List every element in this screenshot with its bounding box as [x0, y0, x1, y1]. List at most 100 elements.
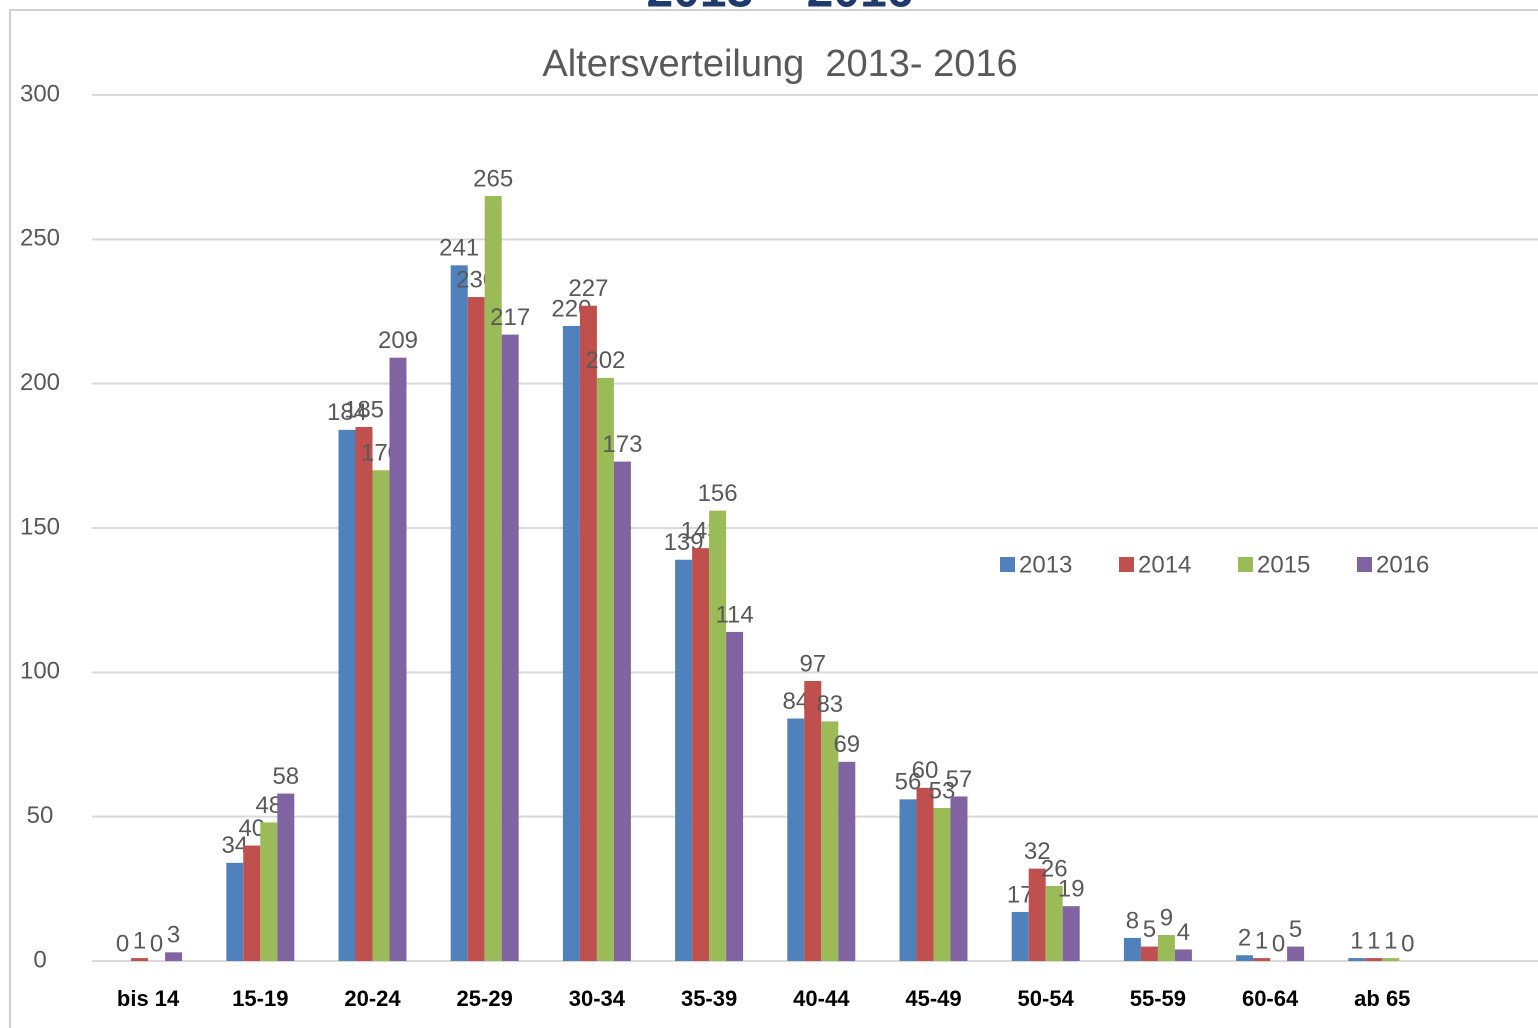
x-tick-label: 25-29 — [457, 986, 513, 1011]
x-tick-label: 55-59 — [1130, 986, 1186, 1011]
data-label: 0 — [116, 930, 129, 957]
y-tick-label: 300 — [20, 80, 60, 107]
bar — [726, 631, 744, 961]
bar — [692, 548, 710, 961]
data-label: 32 — [1024, 838, 1051, 865]
bar — [501, 334, 519, 961]
x-tick-label: 35-39 — [681, 986, 737, 1011]
legend-label: 2013 — [1019, 551, 1072, 578]
bar — [131, 958, 149, 961]
bar — [596, 377, 614, 962]
data-label: 0 — [1272, 930, 1285, 957]
data-label: 209 — [378, 327, 418, 354]
bar — [804, 680, 822, 961]
data-label: 265 — [473, 165, 513, 192]
bar — [933, 808, 951, 961]
data-label: 8 — [1126, 907, 1139, 934]
y-tick-label: 50 — [27, 802, 54, 829]
frame — [9, 9, 1538, 1028]
data-label: 0 — [1401, 930, 1414, 957]
bar — [562, 325, 580, 961]
bar — [243, 845, 261, 961]
bar — [1348, 958, 1366, 961]
x-tick-label: ab 65 — [1354, 986, 1410, 1011]
y-tick-label: 100 — [20, 658, 60, 685]
bar — [226, 862, 244, 961]
data-label: 26 — [1041, 855, 1068, 882]
bar — [1236, 955, 1254, 961]
data-label: 9 — [1160, 904, 1173, 931]
bar — [787, 718, 805, 961]
data-label: 202 — [585, 347, 625, 374]
bar — [165, 952, 183, 961]
data-label: 156 — [698, 480, 738, 507]
legend-label: 2014 — [1138, 551, 1191, 578]
data-label: 0 — [150, 930, 163, 957]
bar — [484, 196, 502, 962]
y-tick-label: 150 — [20, 513, 60, 540]
bar — [372, 470, 390, 961]
data-label: 227 — [568, 275, 608, 302]
bar — [1382, 958, 1400, 961]
heading: 2013 – 2016 — [647, 0, 914, 18]
data-label: 1 — [1367, 927, 1380, 954]
bar — [467, 297, 485, 962]
bar — [338, 429, 356, 961]
data-label: 241 — [439, 235, 479, 262]
bar — [1028, 868, 1046, 961]
bar — [260, 822, 278, 961]
bar — [1157, 935, 1175, 961]
data-label: 60 — [912, 757, 939, 784]
bar — [821, 721, 839, 961]
data-label: 69 — [833, 731, 860, 758]
bar — [1287, 946, 1305, 961]
data-label: 2 — [1238, 925, 1251, 952]
bar — [916, 787, 934, 961]
data-label: 114 — [715, 601, 753, 628]
legend-label: 2015 — [1257, 551, 1310, 578]
data-label: 1 — [1350, 927, 1363, 954]
bar — [838, 761, 856, 961]
bar — [1011, 911, 1029, 961]
bar — [675, 559, 693, 961]
x-tick-label: 30-34 — [569, 986, 626, 1011]
data-label: 185 — [344, 396, 384, 423]
bar — [579, 305, 597, 961]
bar — [1140, 946, 1158, 961]
x-tick-label: bis 14 — [117, 986, 180, 1011]
y-tick-label: 0 — [33, 946, 46, 973]
y-tick-label: 200 — [20, 369, 60, 396]
y-tick-label: 250 — [20, 225, 60, 252]
bar — [1253, 958, 1271, 961]
data-label: 4 — [1177, 919, 1190, 946]
bar — [355, 426, 373, 961]
data-label: 1 — [1255, 927, 1268, 954]
bar — [709, 510, 727, 961]
data-label: 57 — [946, 766, 973, 793]
x-tick-label: 15-19 — [232, 986, 288, 1011]
data-label: 97 — [799, 650, 826, 677]
data-label: 19 — [1058, 875, 1085, 902]
bar — [1062, 906, 1080, 961]
legend-swatch — [1238, 557, 1253, 572]
legend-swatch — [1119, 557, 1134, 572]
x-tick-label: 20-24 — [344, 986, 401, 1011]
bar — [613, 461, 631, 961]
chart-title: Altersverteilung 2013- 2016 — [542, 43, 1017, 85]
data-label: 5 — [1289, 916, 1302, 943]
bar — [1123, 937, 1141, 961]
data-label: 1 — [133, 927, 146, 954]
data-label: 217 — [490, 304, 530, 331]
legend-label: 2016 — [1376, 551, 1429, 578]
legend-swatch — [1357, 557, 1372, 572]
x-tick-label: 45-49 — [905, 986, 961, 1011]
legend-swatch — [1000, 557, 1015, 572]
data-label: 83 — [816, 691, 843, 718]
bar — [1174, 949, 1192, 961]
data-label: 5 — [1143, 916, 1156, 943]
bar — [1045, 885, 1063, 961]
x-tick-label: 40-44 — [793, 986, 850, 1011]
bar — [899, 799, 917, 961]
bar — [277, 793, 295, 961]
